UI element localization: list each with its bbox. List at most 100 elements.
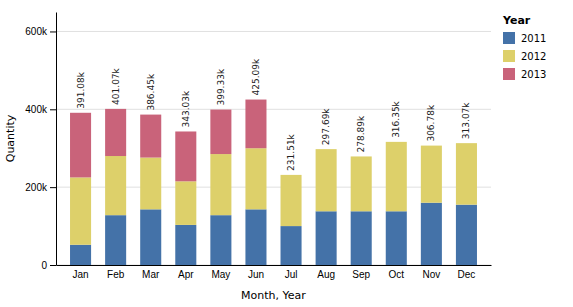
bar (175, 225, 196, 265)
legend-label: 2011 (521, 33, 546, 44)
x-tick-label: Aug (317, 269, 335, 280)
x-tick-label: Apr (178, 269, 194, 280)
x-tick-label: Jul (285, 269, 298, 280)
y-tick: 400k (25, 104, 56, 115)
x-tick-label: Oct (389, 269, 405, 280)
total-label: 386.45k (146, 73, 156, 110)
bar (386, 211, 407, 265)
y-tick-mark (50, 187, 56, 188)
legend-swatch (503, 32, 515, 44)
total-label: 399.33k (216, 68, 226, 105)
x-tick-label: May (211, 269, 230, 280)
y-tick-mark (50, 265, 56, 266)
series (70, 142, 477, 245)
bar (421, 146, 442, 203)
bar (386, 142, 407, 211)
total-label: 278.89k (356, 115, 366, 152)
bar (316, 211, 337, 265)
y-tick-label: 600k (25, 26, 48, 37)
bar (421, 203, 442, 265)
bar (316, 149, 337, 150)
y-tick: 200k (25, 182, 56, 193)
bar (140, 209, 161, 265)
bar (105, 215, 126, 265)
total-labels: 391.08k401.07k386.45k343.03k399.33k425.0… (76, 58, 472, 171)
x-tick-label: Dec (458, 269, 476, 280)
bar (456, 143, 477, 144)
bar (351, 211, 372, 265)
legend: Year 2011 2012 2013 (502, 14, 546, 80)
x-tick: Jul (285, 269, 298, 280)
total-label: 401.07k (111, 67, 121, 104)
x-tick-label: Jan (72, 269, 88, 280)
y-axis-title: Quantity (4, 114, 17, 162)
grid-line (56, 31, 491, 32)
x-tick-label: Nov (422, 269, 440, 280)
legend-swatch (503, 68, 515, 80)
total-label: 306.78k (426, 104, 436, 141)
bar (281, 226, 302, 265)
bar (386, 141, 407, 142)
total-label: 425.09k (251, 58, 261, 95)
y-tick-label: 200k (25, 182, 48, 193)
bar (175, 181, 196, 225)
x-tick: Sep (352, 269, 370, 280)
y-tick-mark (50, 31, 56, 32)
x-tick: Dec (458, 269, 476, 280)
y-tick-label: 0 (41, 260, 47, 271)
x-tick-label: Mar (142, 269, 160, 280)
x-tick: Jun (248, 269, 264, 280)
total-label: 313.07k (461, 102, 471, 139)
bar (105, 109, 126, 156)
y-tick-label: 400k (25, 104, 48, 115)
chart: 391.08k401.07k386.45k343.03k399.33k425.0… (0, 0, 573, 307)
x-tick-label: Feb (107, 269, 125, 280)
x-axis-title: Month, Year (241, 289, 306, 302)
x-tick: Mar (142, 269, 160, 280)
y-tick: 600k (25, 26, 56, 37)
x-axis: Jan Feb Mar Apr May Jun Jul Aug Sep Oct Nov Dec (57, 266, 492, 281)
bar (70, 245, 91, 265)
bar (70, 177, 91, 244)
bars (70, 100, 477, 265)
bar (351, 156, 372, 211)
bar (175, 131, 196, 181)
bar (316, 149, 337, 211)
x-tick: Feb (107, 269, 125, 280)
total-label: 231.51k (286, 133, 296, 170)
bar (456, 143, 477, 205)
total-label: 297.69k (321, 108, 331, 145)
y-axis: 0 200k 400k 600k (25, 13, 56, 271)
bar (210, 110, 231, 155)
x-tick: Aug (317, 269, 335, 280)
x-axis-line (57, 265, 492, 266)
x-tick: Apr (178, 269, 194, 280)
bar (210, 215, 231, 265)
bar (281, 174, 302, 175)
legend-item: 2012 (503, 50, 546, 62)
series (70, 100, 266, 182)
total-label: 391.08k (76, 71, 86, 108)
plot: 391.08k401.07k386.45k343.03k399.33k425.0… (25, 13, 491, 281)
y-axis-line (56, 13, 57, 266)
bar (281, 175, 302, 226)
x-tick-label: Jun (248, 269, 264, 280)
bar (210, 154, 231, 215)
legend-item: 2011 (503, 32, 546, 44)
x-tick: Oct (389, 269, 405, 280)
legend-item: 2013 (503, 68, 546, 80)
bar (245, 100, 266, 149)
grid (56, 31, 491, 265)
bar (105, 156, 126, 215)
bar (456, 205, 477, 265)
legend-title: Year (502, 14, 531, 27)
x-tick: Jan (72, 269, 88, 280)
x-tick: May (211, 269, 230, 280)
bar (245, 209, 266, 265)
y-tick-mark (50, 109, 56, 110)
bar (70, 113, 91, 178)
total-label: 316.35k (391, 100, 401, 137)
legend-label: 2012 (521, 51, 546, 62)
series (70, 203, 477, 265)
legend-label: 2013 (521, 69, 546, 80)
